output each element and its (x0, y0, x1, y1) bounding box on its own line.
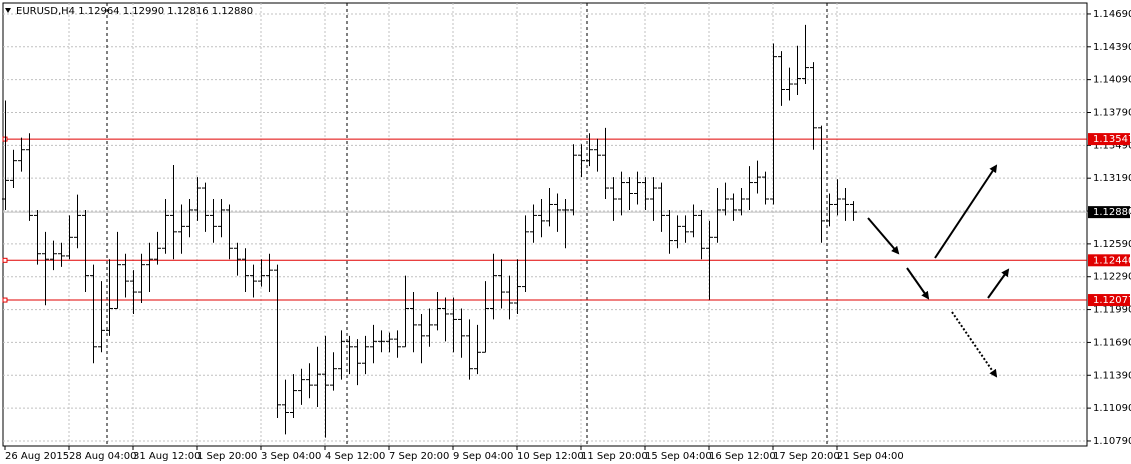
price-label-box (1088, 133, 1130, 146)
x-tick-label: 10 Sep 12:00 (517, 451, 584, 462)
plot-frame (2, 2, 1088, 447)
forecast-arrows (867, 164, 1010, 378)
bars (2, 24, 1087, 438)
menu-triangle[interactable] (5, 8, 11, 13)
y-tick-label: 1.11990 (1093, 305, 1131, 316)
y-tick-label: 1.11390 (1093, 370, 1131, 381)
x-tick-label: 1 Sep 20:00 (197, 451, 257, 462)
y-tick-label: 1.11690 (1093, 337, 1131, 348)
y-tick-label: 1.14690 (1093, 9, 1131, 20)
grid (3, 3, 1087, 446)
y-tick-label: 1.13490 (1093, 140, 1131, 151)
level-handle (2, 257, 8, 263)
arrow (867, 217, 900, 255)
y-tick-label: 1.14390 (1093, 42, 1131, 53)
arrow (906, 267, 930, 300)
y-tick-label: 1.12290 (1093, 272, 1131, 283)
x-tick-label: 9 Sep 04:00 (453, 451, 513, 462)
price-label: 1.12077 (1093, 295, 1131, 306)
y-tick-label: 1.10790 (1093, 436, 1131, 447)
x-tick-label: 4 Sep 12:00 (325, 451, 385, 462)
price-label: 1.12880 (1093, 207, 1131, 218)
y-tick-label: 1.14090 (1093, 75, 1131, 86)
x-tick-label: 17 Sep 20:00 (773, 451, 840, 462)
x-tick-label: 15 Sep 04:00 (645, 451, 712, 462)
x-tick-label: 11 Sep 20:00 (581, 451, 648, 462)
arrow (987, 268, 1010, 299)
x-tick-label: 21 Sep 04:00 (837, 451, 904, 462)
price-label: 1.13547 (1093, 134, 1131, 145)
x-tick-label: 28 Aug 04:00 (69, 451, 136, 462)
price-label-box (1088, 206, 1130, 219)
x-tick-label: 26 Aug 2015 (5, 451, 69, 462)
price-label-box (1088, 254, 1130, 267)
x-tick-label: 31 Aug 12:00 (133, 451, 200, 462)
price-label-box (1088, 294, 1130, 307)
arrow (934, 164, 998, 259)
arrow-dotted (951, 311, 998, 378)
y-tick-label: 1.12590 (1093, 239, 1131, 250)
x-tick-label: 16 Sep 12:00 (709, 451, 776, 462)
price-label: 1.12440 (1093, 255, 1131, 266)
level-handle (2, 297, 8, 303)
chart-title: EURUSD,H4 1.12964 1.12990 1.12816 1.1288… (16, 6, 253, 17)
x-tick-label: 7 Sep 20:00 (389, 451, 449, 462)
period-separators (106, 3, 828, 446)
y-tick-label: 1.11090 (1093, 403, 1131, 414)
y-tick-label: 1.13790 (1093, 107, 1131, 118)
x-tick-label: 3 Sep 04:00 (261, 451, 321, 462)
y-tick-label: 1.13190 (1093, 173, 1131, 184)
axis-labels: 1.14690 1.14390 1.14090 1.13790 1.13490 1.131… (4, 9, 1131, 462)
